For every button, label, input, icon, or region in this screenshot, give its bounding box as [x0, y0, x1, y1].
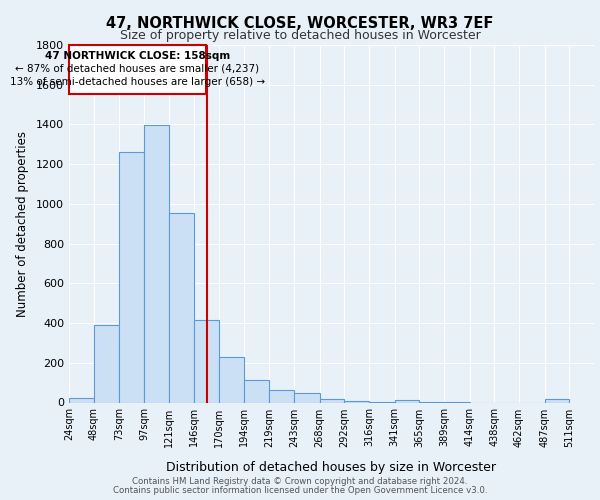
Bar — [169, 213, 194, 402]
Bar — [119, 152, 144, 402]
Bar — [269, 390, 294, 402]
X-axis label: Distribution of detached houses by size in Worcester: Distribution of detached houses by size … — [167, 460, 497, 473]
FancyBboxPatch shape — [69, 45, 206, 94]
Text: 13% of semi-detached houses are larger (658) →: 13% of semi-detached houses are larger (… — [10, 77, 265, 87]
Bar — [545, 398, 569, 402]
Bar — [144, 126, 169, 402]
Bar — [320, 398, 344, 402]
Text: Size of property relative to detached houses in Worcester: Size of property relative to detached ho… — [119, 29, 481, 42]
Text: 47 NORTHWICK CLOSE: 158sqm: 47 NORTHWICK CLOSE: 158sqm — [44, 50, 230, 60]
Text: Contains public sector information licensed under the Open Government Licence v3: Contains public sector information licen… — [113, 486, 487, 495]
Bar — [244, 380, 269, 402]
Bar — [69, 398, 94, 402]
Bar — [194, 320, 219, 402]
Y-axis label: Number of detached properties: Number of detached properties — [16, 130, 29, 317]
Text: Contains HM Land Registry data © Crown copyright and database right 2024.: Contains HM Land Registry data © Crown c… — [132, 478, 468, 486]
Bar — [219, 357, 244, 403]
Bar — [395, 400, 419, 402]
Bar — [94, 325, 119, 402]
Bar — [294, 392, 320, 402]
Bar — [344, 401, 369, 402]
Text: ← 87% of detached houses are smaller (4,237): ← 87% of detached houses are smaller (4,… — [15, 64, 259, 74]
Text: 47, NORTHWICK CLOSE, WORCESTER, WR3 7EF: 47, NORTHWICK CLOSE, WORCESTER, WR3 7EF — [106, 16, 494, 31]
